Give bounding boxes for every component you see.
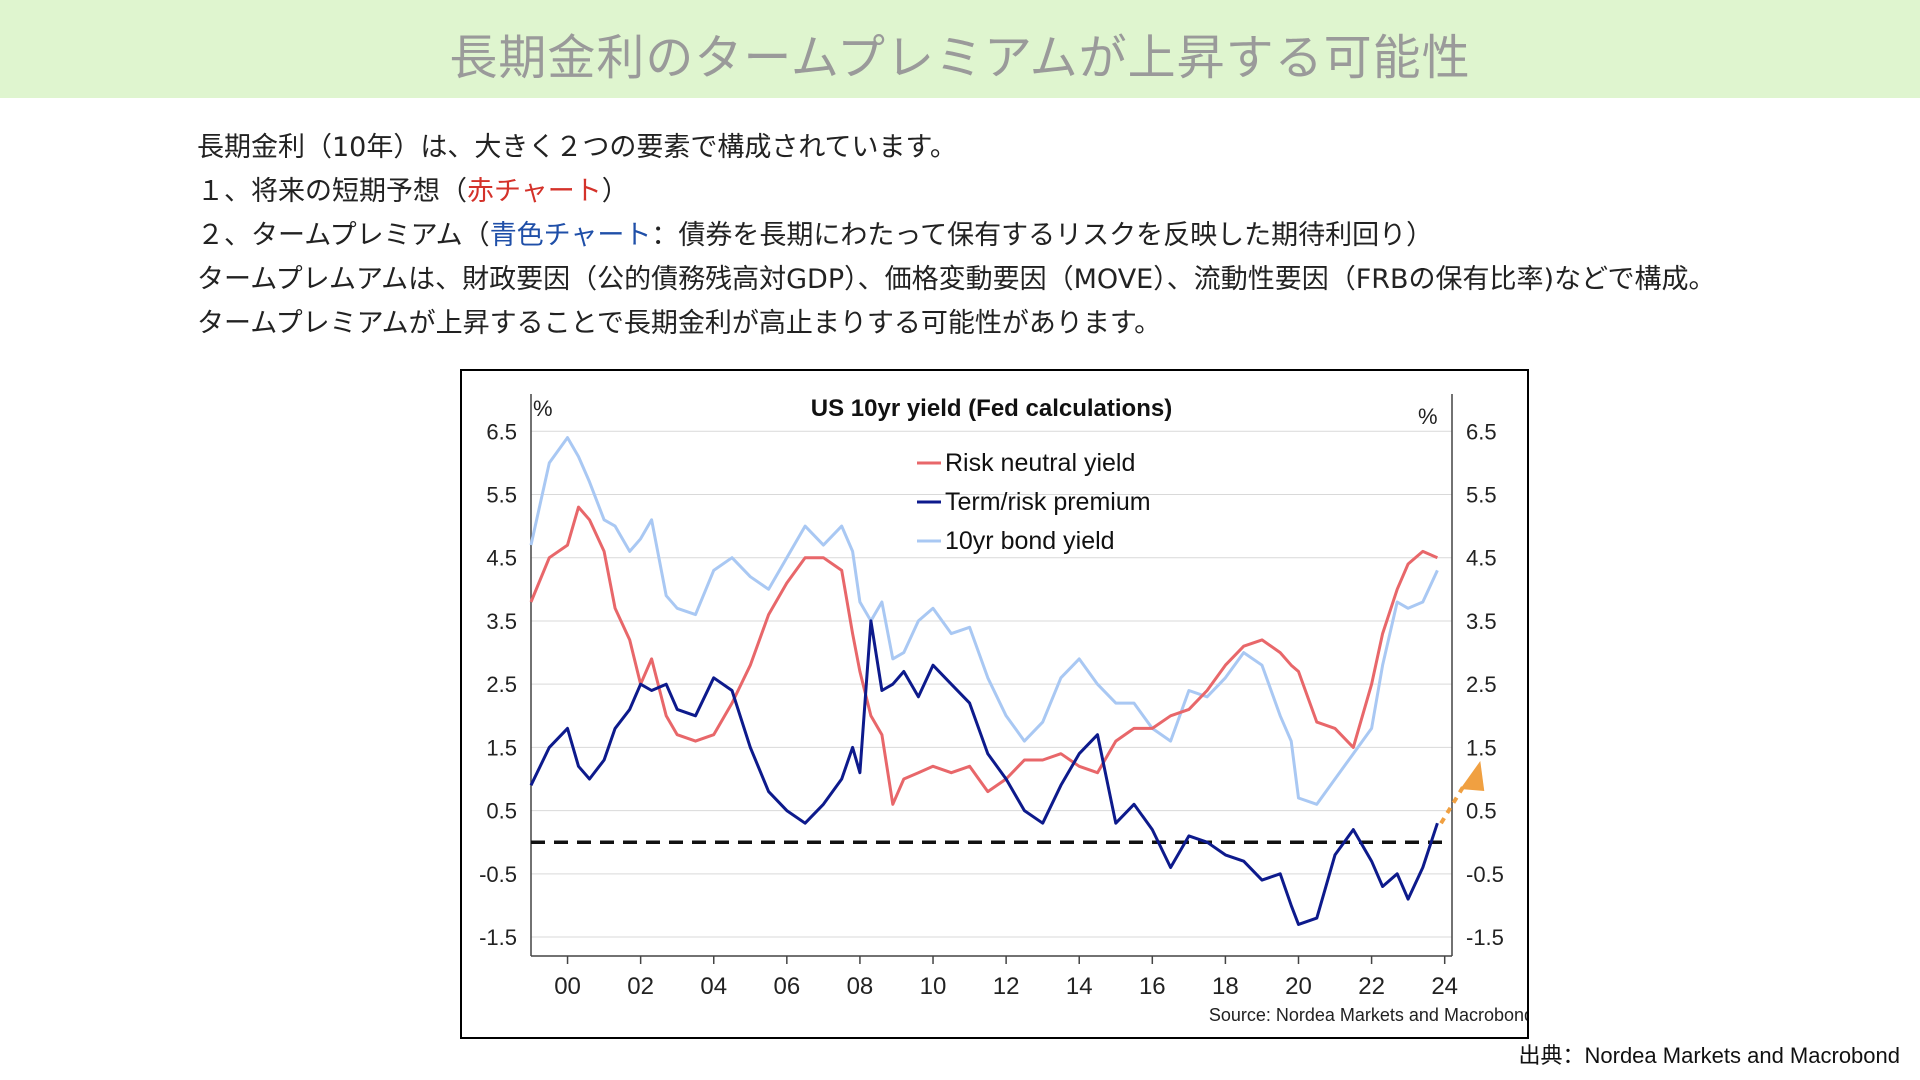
y-tick-label-left: -1.5 <box>479 925 517 950</box>
x-tick-label: 24 <box>1431 973 1458 1000</box>
x-tick-label: 10 <box>920 973 947 1000</box>
x-tick-label: 12 <box>993 973 1020 1000</box>
y-tick-label-right: 3.5 <box>1466 609 1497 634</box>
series-line-1 <box>529 619 1439 926</box>
y-tick-label-right: -1.5 <box>1466 925 1504 950</box>
line3-prefix: ２、タームプレミアム（ <box>197 220 490 251</box>
y-tick-label-left: 0.5 <box>486 799 517 824</box>
y-tick-label-right: -0.5 <box>1466 862 1504 887</box>
chart-title: US 10yr yield (Fed calculations) <box>811 395 1172 422</box>
y-tick-label-left: 4.5 <box>486 546 517 571</box>
title-bar <box>0 0 1920 98</box>
x-tick-label: 16 <box>1139 973 1166 1000</box>
body-line-3: ２、タームプレミアム（青色チャート：債券を長期にわたって保有するリスクを反映した… <box>197 214 1716 258</box>
chart-container: 6.5 6.5 5.5 5.5 4.5 4.5 3.5 3.5 2.5 2.5 1.5 1.5 0.5 0… <box>460 369 1529 1039</box>
y-tick-label-right: 5.5 <box>1466 483 1497 508</box>
y-tick-label-left: 1.5 <box>486 735 517 760</box>
x-tick-label: 00 <box>554 973 581 1000</box>
right-unit-label: % <box>1418 404 1438 429</box>
line3-suffix: ：債券を長期にわたって保有するリスクを反映した期待利回り） <box>651 220 1434 251</box>
y-tick-label-left: 2.5 <box>486 672 517 697</box>
y-tick-label-right: 2.5 <box>1466 672 1497 697</box>
chart-source: Source: Nordea Markets and Macrobond <box>1209 1005 1527 1025</box>
body-line-2: １、将来の短期予想（赤チャート） <box>197 170 1716 214</box>
y-tick-label-right: 0.5 <box>1466 799 1497 824</box>
chart: 6.5 6.5 5.5 5.5 4.5 4.5 3.5 3.5 2.5 2.5 1.5 1.5 0.5 0… <box>479 394 1527 1025</box>
x-tick-label: 22 <box>1358 973 1385 1000</box>
y-tick-label-left: -0.5 <box>479 862 517 887</box>
footer-source: 出典：Nordea Markets and Macrobond <box>1518 1043 1901 1068</box>
body-text: 長期金利（10年）は、大きく２つの要素で構成されています。 １、将来の短期予想（… <box>197 126 1716 346</box>
blue-chart-label: 青色チャート <box>489 220 652 251</box>
trend-arrow-head <box>1460 760 1485 791</box>
trend-arrow-line <box>1439 783 1466 825</box>
legend-label: Risk neutral yield <box>945 449 1135 477</box>
x-tick-label: 18 <box>1212 973 1239 1000</box>
y-tick-label-right: 4.5 <box>1466 546 1497 571</box>
x-tick-label: 04 <box>700 973 727 1000</box>
y-tick-label-right: 6.5 <box>1466 419 1497 444</box>
y-tick-label-right: 1.5 <box>1466 735 1497 760</box>
body-line-1: 長期金利（10年）は、大きく２つの要素で構成されています。 <box>197 132 957 163</box>
line2-prefix: １、将来の短期予想（ <box>197 176 467 207</box>
x-tick-label: 20 <box>1285 973 1312 1000</box>
legend-label: Term/risk premium <box>945 488 1151 516</box>
x-tick-label: 06 <box>773 973 800 1000</box>
y-tick-label-left: 6.5 <box>486 419 517 444</box>
body-line-4: タームプレムアムは、財政要因（公的債務残高対GDP）、価格変動要因（MOVE）、… <box>197 264 1716 295</box>
series-line-0 <box>529 505 1438 806</box>
line2-suffix: ） <box>601 176 629 207</box>
x-tick-label: 14 <box>1066 973 1093 1000</box>
page-title: 長期金利のタームプレミアムが上昇する可能性 <box>449 30 1471 86</box>
legend-label: 10yr bond yield <box>945 527 1115 555</box>
red-chart-label: 赤チャート <box>467 176 602 207</box>
x-tick-label: 02 <box>627 973 654 1000</box>
body-line-5: タームプレミアムが上昇することで長期金利が高止まりする可能性があります。 <box>197 308 1162 339</box>
left-unit-label: % <box>533 396 553 421</box>
x-tick-label: 08 <box>847 973 874 1000</box>
series-line-2 <box>529 436 1439 806</box>
y-tick-label-left: 5.5 <box>486 483 517 508</box>
y-tick-label-left: 3.5 <box>486 609 517 634</box>
